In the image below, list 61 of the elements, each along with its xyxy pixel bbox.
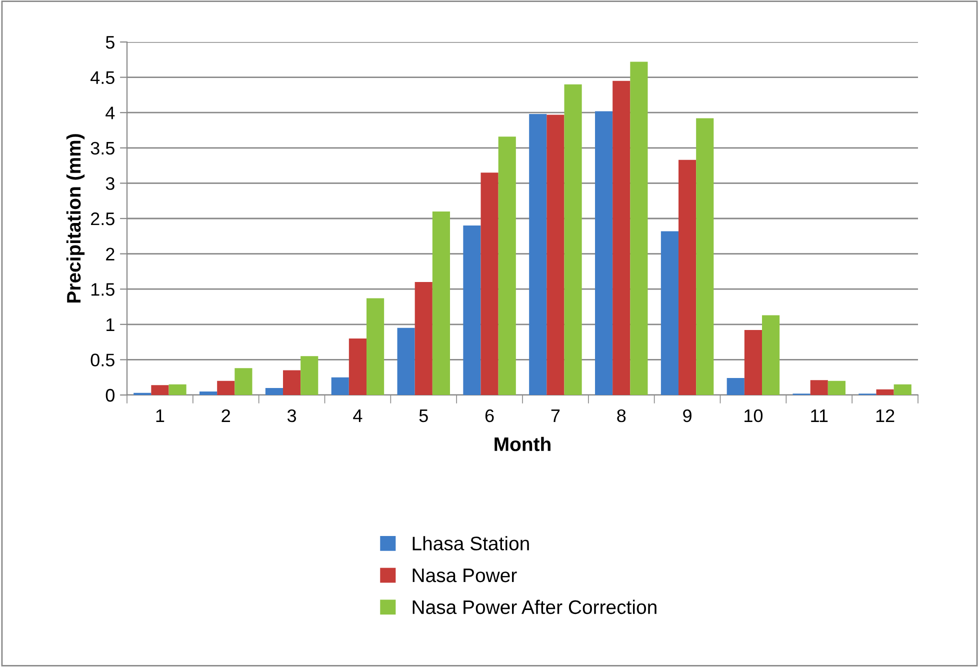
bar xyxy=(348,338,366,395)
y-tick-label: 5 xyxy=(106,36,114,49)
x-tick-label: 8 xyxy=(617,409,626,422)
bar xyxy=(151,385,169,395)
legend-label: Lhasa Station xyxy=(412,536,529,550)
x-tick-label: 12 xyxy=(876,409,894,422)
bar xyxy=(630,62,648,395)
legend-label: Nasa Power xyxy=(412,568,517,582)
bar xyxy=(200,391,218,395)
bar xyxy=(744,330,762,395)
bar xyxy=(265,388,284,395)
bar xyxy=(529,114,547,395)
bar xyxy=(480,172,498,395)
bar xyxy=(595,111,613,395)
bar xyxy=(498,136,516,395)
bar xyxy=(726,378,744,395)
bar xyxy=(463,226,481,395)
bar xyxy=(546,114,564,395)
y-tick-label: 0.5 xyxy=(90,354,114,366)
y-tick-label: 3.5 xyxy=(90,142,114,155)
bar xyxy=(894,384,912,395)
x-tick-label: 9 xyxy=(683,409,692,422)
x-tick-label: 2 xyxy=(222,409,230,422)
bar xyxy=(564,84,582,395)
y-tick-label: 2.5 xyxy=(91,212,114,226)
x-tick-label: 5 xyxy=(419,410,428,422)
y-tick-label: 0 xyxy=(106,388,114,402)
x-tick-label: 4 xyxy=(353,410,362,422)
bar xyxy=(696,118,714,395)
bar xyxy=(612,80,630,395)
y-axis-title: Precipitation (mm) xyxy=(66,134,85,303)
bar xyxy=(432,211,450,395)
legend-label: Nasa Power After Correction xyxy=(412,600,656,614)
x-tick-label: 11 xyxy=(811,410,828,422)
y-tick-label: 1 xyxy=(106,318,114,331)
bar xyxy=(828,380,846,395)
y-tick-label: 4.5 xyxy=(90,71,114,84)
bar xyxy=(397,328,415,395)
x-tick-label: 6 xyxy=(485,409,494,422)
bar xyxy=(678,160,696,395)
y-tick-label: 2 xyxy=(106,248,114,260)
x-tick-label: 3 xyxy=(287,409,296,422)
bar xyxy=(217,380,235,395)
y-tick-label: 3 xyxy=(106,177,114,190)
bar xyxy=(283,370,301,395)
bar xyxy=(168,384,186,395)
bar xyxy=(414,282,432,395)
bar xyxy=(810,380,828,395)
bar xyxy=(366,298,384,395)
bar xyxy=(762,315,780,395)
x-tick-label: 10 xyxy=(744,409,763,422)
y-tick-label: 4 xyxy=(106,106,115,120)
x-tick-label: 1 xyxy=(156,410,164,422)
bar xyxy=(234,368,252,395)
bar xyxy=(660,231,679,395)
bar xyxy=(331,377,349,395)
y-tick-label: 1.5 xyxy=(91,283,114,296)
bar xyxy=(876,389,894,395)
x-tick-label: 7 xyxy=(551,410,560,422)
bar xyxy=(300,356,318,395)
x-axis-title: Month xyxy=(494,436,550,452)
